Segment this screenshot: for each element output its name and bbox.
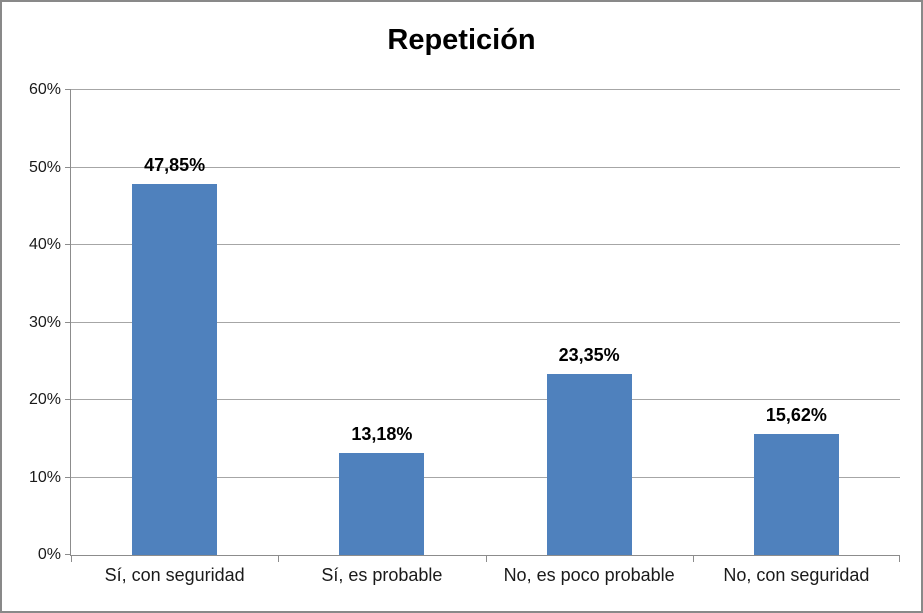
bar-data-label: 47,85% [144,155,206,176]
bar [132,184,218,555]
gridline [71,89,900,90]
x-category-label: Sí, con seguridad [104,565,245,585]
bar [339,452,425,555]
x-category-label: No, es poco probable [503,565,675,585]
bar [546,374,632,555]
x-axis-tick [692,556,694,562]
y-axis-tick [65,399,71,400]
bar-data-label: 23,35% [558,345,620,366]
x-category-label: No, con seguridad [723,565,870,585]
x-axis-tick [899,556,900,562]
bar [753,433,839,555]
y-axis-tick [65,554,71,555]
gridline [71,321,900,323]
x-axis-tick [278,556,280,562]
y-tick-label: 0% [37,546,61,563]
x-axis-tick [485,556,487,562]
gridline [71,166,900,168]
plot-area: 0% 10% 20% 30% 40% 50% 60% 47,85% Sí, con seguri… [29,81,900,585]
y-axis-tick [65,166,71,168]
y-axis-tick [65,321,71,323]
gridline [71,244,900,245]
x-category-label: Sí, es probable [321,565,443,585]
y-axis-tick [65,476,71,478]
bar-data-label: 13,18% [351,423,413,444]
gridline [71,476,900,478]
y-tick-label: 40% [28,236,61,253]
gridline [71,399,900,400]
y-tick-label: 60% [28,81,61,98]
y-tick-label: 10% [28,468,61,486]
y-tick-label: 20% [28,391,61,408]
y-axis-tick [65,244,71,245]
y-tick-label: 50% [28,158,61,176]
x-axis-tick [71,556,72,562]
y-tick-label: 30% [28,313,61,331]
y-axis-tick [65,89,71,90]
bar-data-label: 15,62% [765,404,827,425]
chart-title: Repetición [387,24,536,56]
